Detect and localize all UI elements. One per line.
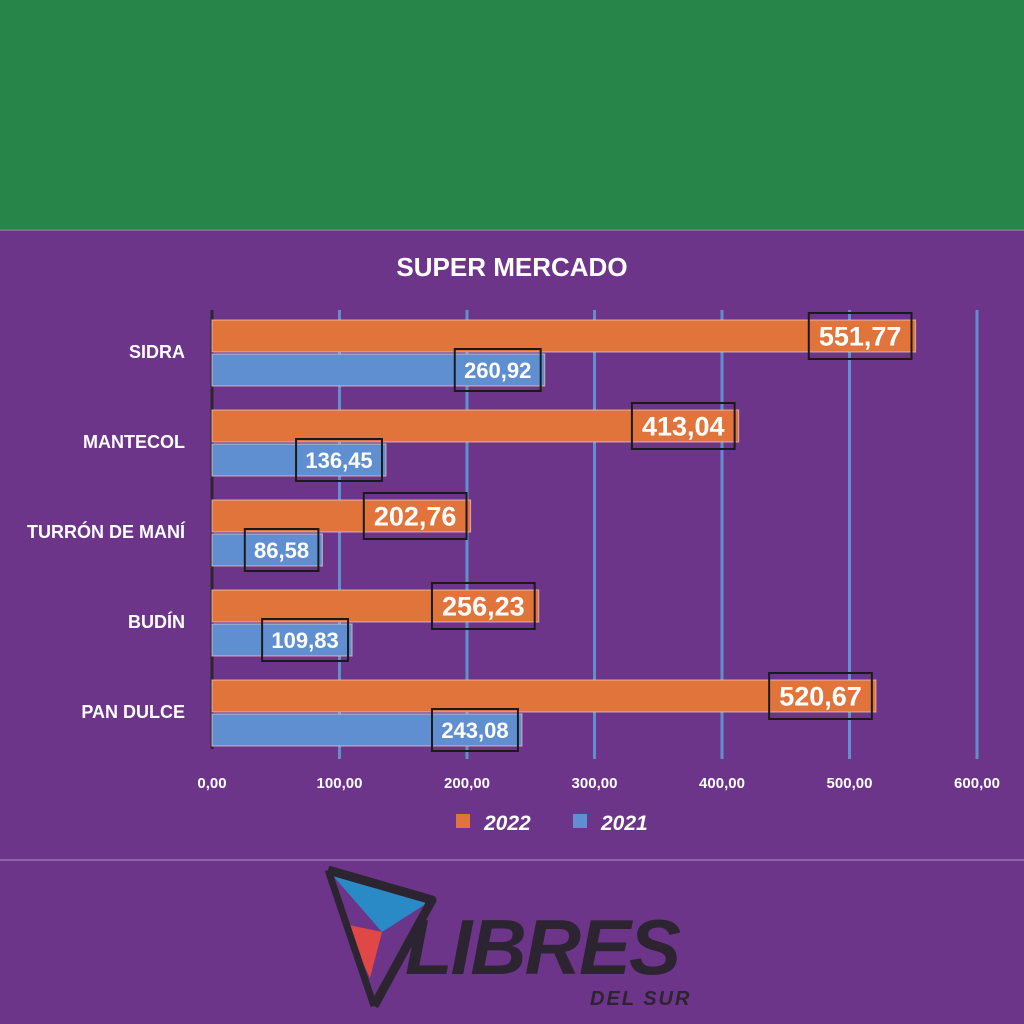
- data-label: 520,67: [779, 682, 862, 712]
- data-label: 413,04: [642, 412, 725, 442]
- data-label-box: [768, 672, 873, 720]
- data-label: 202,76: [374, 502, 457, 532]
- x-tick-label: 300,00: [572, 775, 618, 792]
- bar-2022: [211, 319, 917, 353]
- data-label-box: [630, 402, 736, 450]
- chart-title: SUPER MERCADO: [396, 252, 627, 282]
- legend-swatch-2021: [573, 814, 587, 828]
- data-label-box: [453, 348, 542, 392]
- footer: [0, 861, 1024, 1024]
- top-green-band: [0, 0, 1024, 229]
- data-label-box: [430, 582, 536, 630]
- logo-text: LIBRES: [405, 903, 681, 991]
- data-label-box: [243, 528, 320, 572]
- bar-2021: [211, 353, 546, 387]
- bar-2022: [211, 409, 740, 443]
- data-label: 243,08: [441, 718, 508, 743]
- data-label: 260,92: [464, 358, 531, 383]
- bar-2022: [211, 499, 472, 533]
- bar-2021: [211, 533, 323, 567]
- x-tick-label: 400,00: [699, 775, 745, 792]
- data-label-box: [807, 312, 913, 360]
- logo-subtitle: DEL SUR: [590, 988, 692, 1010]
- category-label: BUDÍN: [128, 611, 185, 632]
- category-label: TURRÓN DE MANÍ: [27, 521, 186, 542]
- bar-2022: [211, 679, 877, 713]
- logo-flag-icon: [324, 866, 437, 1009]
- legend-label: 2021: [600, 812, 648, 835]
- data-label: 136,45: [305, 448, 372, 473]
- bar-2021: [211, 623, 353, 657]
- data-label-box: [431, 708, 519, 752]
- legend-swatch-2022: [456, 814, 470, 828]
- x-tick-label: 600,00: [954, 775, 1000, 792]
- category-label: PAN DULCE: [81, 702, 185, 722]
- x-tick-label: 0,00: [197, 775, 226, 792]
- legend-label: 2022: [483, 812, 531, 835]
- bar-2021: [211, 443, 387, 477]
- data-label: 86,58: [254, 538, 309, 563]
- data-label: 551,77: [819, 322, 902, 352]
- data-label-box: [261, 618, 350, 662]
- bar-chart: SUPER MERCADO 0,00 100,00 200,00 300,00 400,0…: [27, 252, 1000, 835]
- category-label: MANTECOL: [83, 432, 185, 452]
- bar-2021: [211, 713, 523, 747]
- bar-2022: [211, 589, 540, 623]
- category-label: SIDRA: [129, 342, 185, 362]
- data-label-box: [362, 492, 468, 540]
- x-tick-label: 500,00: [827, 775, 873, 792]
- x-tick-label: 100,00: [317, 775, 363, 792]
- data-label: 109,83: [271, 628, 338, 653]
- data-label-box: [295, 438, 383, 482]
- data-label: 256,23: [442, 592, 525, 622]
- x-tick-label: 200,00: [444, 775, 490, 792]
